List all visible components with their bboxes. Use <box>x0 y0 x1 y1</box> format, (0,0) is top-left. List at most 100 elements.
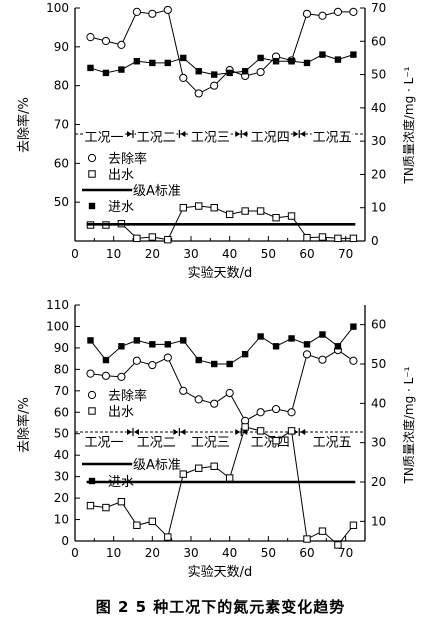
p2-y-right-tick-label: 60 <box>371 318 386 332</box>
p1-point-influent <box>87 64 94 72</box>
p1-condition-arrow <box>180 131 186 137</box>
p2-condition-label: 工况一 <box>84 436 123 451</box>
p1-x-tick-label: 10 <box>106 247 121 261</box>
p2-legend-label: 出水 <box>108 405 134 420</box>
p2-y-right-tick-label: 40 <box>371 396 386 410</box>
p1-point-removal-rate <box>318 11 327 20</box>
p2-series-line-filled-square <box>90 326 354 365</box>
p2-condition-label: 工况四 <box>251 436 290 451</box>
p2-point-effluent <box>318 527 327 535</box>
p2-y-left-tick-label: 50 <box>54 427 69 441</box>
p1-condition-label: 工况五 <box>313 131 352 146</box>
p2-legend-label: 去除率 <box>108 388 147 404</box>
p2-x-tick-label: 0 <box>71 546 79 560</box>
p1-point-influent <box>118 66 125 73</box>
p1-point-removal-rate <box>333 7 343 16</box>
p1-y-left-axis-label: 去除率/% <box>16 97 32 153</box>
p1-x-tick-label: 40 <box>222 247 237 261</box>
p1-series-line-open-circle <box>90 9 354 95</box>
p2-x-tick-label: 50 <box>261 546 276 560</box>
p2-point-effluent <box>117 497 126 506</box>
p1-point-removal-rate <box>179 73 188 83</box>
p1-y-right-axis-label: TN质量浓度/mg · L⁻¹ <box>401 66 416 184</box>
p1-x-tick-label: 70 <box>338 247 353 261</box>
p1-legend-label: 进水 <box>108 200 134 215</box>
p1-y-right-tick-label: 40 <box>371 101 386 115</box>
p1-legend-label: 出水 <box>108 168 134 183</box>
p2-point-removal-rate <box>287 408 296 417</box>
p2-point-effluent <box>225 474 234 482</box>
p2-condition-arrow <box>134 429 139 435</box>
p2-point-effluent <box>349 521 358 529</box>
p2-condition-arrow <box>173 429 179 435</box>
p1-legend-circle-icon <box>87 153 97 163</box>
p2-point-removal-rate <box>163 353 172 362</box>
p2-point-effluent <box>86 501 95 510</box>
p1-legend-filled-square-icon <box>88 202 96 210</box>
p2-y-right-tick-label: 30 <box>371 436 386 450</box>
p1-y-left-tick-label: 100 <box>46 1 69 15</box>
p1-point-effluent <box>272 214 280 222</box>
p1-point-removal-rate <box>117 40 126 49</box>
p1-condition-label-bg <box>189 130 231 146</box>
p2-point-removal-rate <box>86 369 95 378</box>
p1-point-effluent <box>303 233 311 242</box>
p2-point-influent <box>350 323 357 330</box>
p2-point-influent <box>180 337 187 344</box>
p2-y-left-tick-label: 20 <box>54 491 69 505</box>
p2-point-effluent <box>179 470 187 478</box>
p2-x-tick-label: 70 <box>338 546 353 560</box>
p2-point-removal-rate <box>132 356 141 365</box>
p1-y-right-tick-label: 70 <box>371 1 386 15</box>
p1-point-influent <box>211 71 218 78</box>
p1-legend-label: 去除率 <box>108 151 147 167</box>
p1-point-influent <box>226 69 233 77</box>
p1-point-effluent <box>241 207 249 215</box>
p1-point-effluent <box>195 202 203 210</box>
p1-condition-label-bg <box>83 130 125 146</box>
p1-point-removal-rate <box>256 67 265 77</box>
p2-point-influent <box>303 341 311 348</box>
p1-y-left-tick-label: 70 <box>54 118 69 132</box>
p2-legend-open-square-icon <box>88 407 96 415</box>
p2-y-right-tick-label: 50 <box>371 357 386 371</box>
p2-point-influent <box>241 350 249 358</box>
p2-point-effluent <box>287 427 296 435</box>
p1-point-influent <box>319 51 326 58</box>
p1-y-right-tick-label: 50 <box>371 68 386 82</box>
p1-x-axis-label: 实验天数/d <box>188 265 253 281</box>
p2-point-removal-rate <box>349 356 358 365</box>
p2-y-left-axis-label: 去除率/% <box>16 397 32 453</box>
p2-point-effluent <box>195 464 203 472</box>
p2-x-tick-label: 20 <box>145 546 160 560</box>
p1-x-tick-label: 30 <box>183 247 198 261</box>
p2-point-effluent <box>256 427 265 435</box>
p2-condition-label: 工况二 <box>137 436 176 451</box>
p1-y-right-tick-label: 30 <box>371 134 386 148</box>
p2-legend-label: 一级A标准 <box>120 458 181 473</box>
p1-point-influent <box>195 68 202 75</box>
p1-point-effluent <box>256 207 265 215</box>
p1-point-influent <box>272 58 280 65</box>
p1-condition-label-bg <box>135 130 177 146</box>
p2-legend-label: 进水 <box>108 475 134 490</box>
p1-legend-label: 一级A标准 <box>120 184 181 199</box>
p2-point-influent <box>164 341 171 348</box>
p2-y-right-axis-label: TN质量浓度/mg · L⁻¹ <box>401 366 416 484</box>
p2-point-removal-rate <box>271 404 281 414</box>
p1-point-effluent <box>318 233 327 241</box>
p1-y-left-tick-label: 90 <box>54 40 69 54</box>
p1-x-tick-label: 20 <box>145 247 160 261</box>
p2-y-left-tick-label: 60 <box>54 405 69 419</box>
p2-x-axis-label: 实验天数/d <box>188 564 253 580</box>
p2-condition-label: 工况五 <box>313 436 352 451</box>
p2-y-right-tick-label: 10 <box>371 514 386 528</box>
p1-y-right-tick-label: 20 <box>371 167 386 181</box>
p2-point-influent <box>149 341 156 348</box>
p2-condition-arrow <box>127 429 132 435</box>
p1-x-tick-label: 0 <box>71 247 79 261</box>
p2-point-effluent <box>303 535 311 543</box>
p1-point-removal-rate <box>101 36 111 46</box>
p1-point-effluent <box>148 233 157 241</box>
p1-point-influent <box>257 54 264 62</box>
